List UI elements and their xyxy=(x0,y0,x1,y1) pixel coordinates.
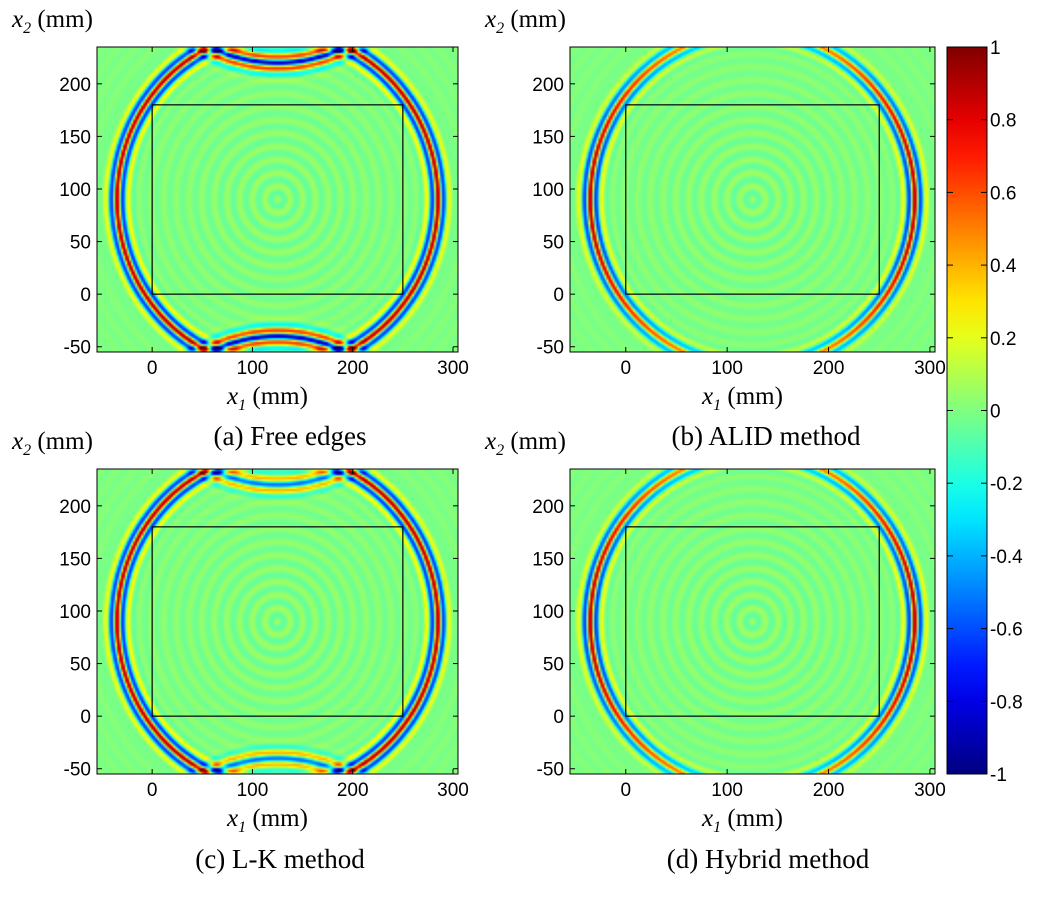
x-tick-label: 100 xyxy=(711,780,743,801)
colorbar-tick-label: -0.2 xyxy=(990,474,1023,495)
y-tick-label: 150 xyxy=(59,549,91,570)
y-tick-label: 150 xyxy=(59,127,91,148)
x-tick-label: 300 xyxy=(914,780,946,801)
y-tick-label: -50 xyxy=(537,760,564,781)
x-axis-label: x1 (mm) xyxy=(226,805,308,836)
colorbar-tick-label: 0.2 xyxy=(990,329,1016,350)
panel-1: 0 100 200 300 -50 0 50 100 150 200 x2 (mm) x1 (mm) (… xyxy=(484,6,946,451)
panel-caption: (b) ALID method xyxy=(672,421,861,451)
heatmap-image xyxy=(97,47,458,352)
x-tick-label: 300 xyxy=(914,358,946,379)
colorbar-tick-label: 0.4 xyxy=(990,256,1017,277)
x-axis-label: x1 (mm) xyxy=(701,383,783,414)
y-tick-label: 200 xyxy=(59,497,91,518)
y-tick-label: 100 xyxy=(532,180,564,201)
y-tick-label: 200 xyxy=(59,75,91,96)
inner-boundary-box xyxy=(625,104,880,295)
x-tick-label: 200 xyxy=(813,780,845,801)
x-axis-label: x1 (mm) xyxy=(226,383,308,414)
x-tick-label: 0 xyxy=(147,780,158,801)
y-tick-label: 200 xyxy=(532,497,564,518)
y-tick-label: -50 xyxy=(64,760,91,781)
inner-boundary-box xyxy=(151,526,404,717)
y-axis-label: x2 (mm) xyxy=(11,6,93,37)
x-tick-label: 100 xyxy=(711,358,743,379)
plot-frame xyxy=(569,468,936,775)
heatmap-image xyxy=(97,469,458,774)
y-tick-label: 100 xyxy=(59,180,91,201)
x-tick-label: 300 xyxy=(437,358,469,379)
inner-boundary-box xyxy=(151,104,404,295)
colorbar xyxy=(946,46,988,775)
x-tick-label: 0 xyxy=(147,358,158,379)
y-axis-label: x2 (mm) xyxy=(484,428,566,459)
colorbar-tick-label: 0 xyxy=(990,402,1001,423)
heatmap-image xyxy=(570,469,935,774)
panel-caption: (c) L-K method xyxy=(195,844,365,874)
y-tick-label: 50 xyxy=(543,655,564,676)
colorbar-tick-label: -1 xyxy=(990,765,1007,786)
x-tick-label: 0 xyxy=(620,780,631,801)
x-tick-label: 200 xyxy=(337,780,369,801)
colorbar-tick-label: 1 xyxy=(990,38,1001,59)
inner-boundary-box xyxy=(625,526,880,717)
y-tick-label: 0 xyxy=(553,285,564,306)
x-axis-label: x1 (mm) xyxy=(701,805,783,836)
colorbar-tick-label: -0.8 xyxy=(990,692,1023,713)
y-tick-label: 0 xyxy=(80,285,91,306)
plot-frame xyxy=(569,46,936,353)
y-tick-label: 100 xyxy=(59,602,91,623)
colorbar-tick-label: 0.8 xyxy=(990,111,1016,132)
x-tick-label: 200 xyxy=(813,358,845,379)
plot-frame xyxy=(96,46,459,353)
panel-2: 0 100 200 300 -50 0 50 100 150 200 x2 (mm) x1 (mm) (… xyxy=(11,428,469,874)
colorbar-tick-label: -0.4 xyxy=(990,547,1023,568)
y-tick-label: -50 xyxy=(64,338,91,359)
panel-caption: (d) Hybrid method xyxy=(667,844,870,874)
y-tick-label: 50 xyxy=(70,655,91,676)
plot-frame xyxy=(96,468,459,775)
colorbar-tick-label: 0.6 xyxy=(990,183,1016,204)
x-tick-label: 0 xyxy=(620,358,631,379)
y-tick-label: 50 xyxy=(70,233,91,254)
y-tick-label: 150 xyxy=(532,127,564,148)
y-tick-label: 100 xyxy=(532,602,564,623)
panel-3: 0 100 200 300 -50 0 50 100 150 200 x2 (mm) x1 (mm) (… xyxy=(484,428,946,874)
x-tick-label: 100 xyxy=(237,358,269,379)
panel-0: 0 100 200 300 -50 0 50 100 150 200 x2 (mm) x1 (mm) (… xyxy=(11,6,469,451)
x-tick-label: 200 xyxy=(337,358,369,379)
colorbar-tick-label: -0.6 xyxy=(990,620,1023,641)
heatmap-image xyxy=(570,47,935,352)
y-tick-label: 0 xyxy=(80,707,91,728)
panel-caption: (a) Free edges xyxy=(214,421,367,451)
y-tick-label: 0 xyxy=(553,707,564,728)
y-tick-label: 50 xyxy=(543,233,564,254)
y-tick-label: 200 xyxy=(532,75,564,96)
x-tick-label: 300 xyxy=(437,780,469,801)
y-tick-label: -50 xyxy=(537,338,564,359)
y-axis-label: x2 (mm) xyxy=(11,428,93,459)
y-tick-label: 150 xyxy=(532,549,564,570)
x-tick-label: 100 xyxy=(237,780,269,801)
y-axis-label: x2 (mm) xyxy=(484,6,566,37)
